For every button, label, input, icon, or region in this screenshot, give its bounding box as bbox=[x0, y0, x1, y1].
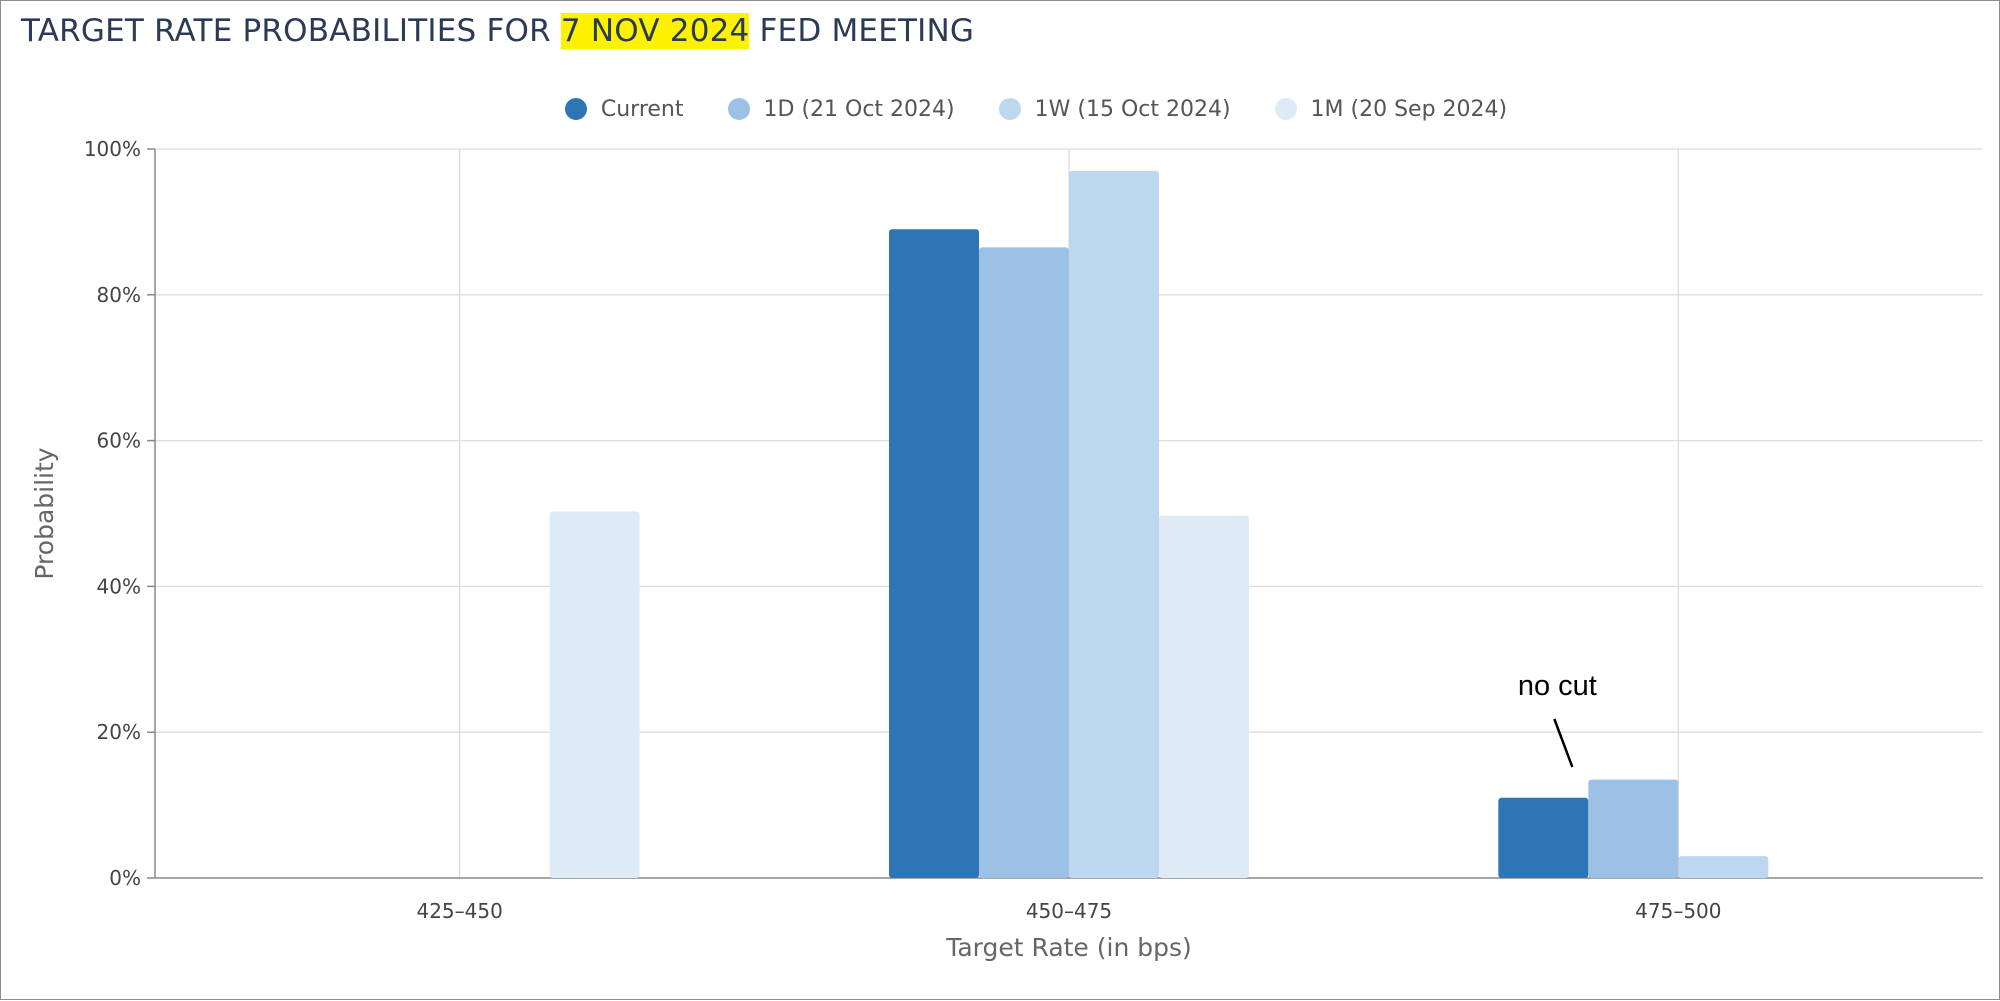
x-tick-label: 425–450 bbox=[416, 899, 502, 923]
annotation-pointer bbox=[1554, 719, 1572, 767]
y-tick-label: 0% bbox=[109, 866, 141, 890]
bar[interactable] bbox=[550, 511, 640, 878]
bar[interactable] bbox=[889, 229, 979, 878]
bar[interactable] bbox=[979, 247, 1069, 878]
y-tick-label: 80% bbox=[97, 283, 141, 307]
bar[interactable] bbox=[1498, 798, 1588, 878]
x-tick-label: 450–475 bbox=[1026, 899, 1112, 923]
bar[interactable] bbox=[1159, 516, 1249, 878]
y-tick-label: 60% bbox=[97, 429, 141, 453]
bar[interactable] bbox=[1588, 780, 1678, 878]
y-tick-label: 100% bbox=[84, 137, 141, 161]
y-axis-title: Probability bbox=[30, 447, 59, 579]
bar[interactable] bbox=[1069, 171, 1159, 878]
y-tick-label: 20% bbox=[97, 720, 141, 744]
x-axis-title: Target Rate (in bps) bbox=[945, 933, 1192, 962]
bar[interactable] bbox=[1678, 856, 1768, 878]
y-tick-label: 40% bbox=[97, 574, 141, 598]
annotation-no-cut: no cut bbox=[1518, 670, 1597, 702]
x-tick-label: 475–500 bbox=[1635, 899, 1721, 923]
